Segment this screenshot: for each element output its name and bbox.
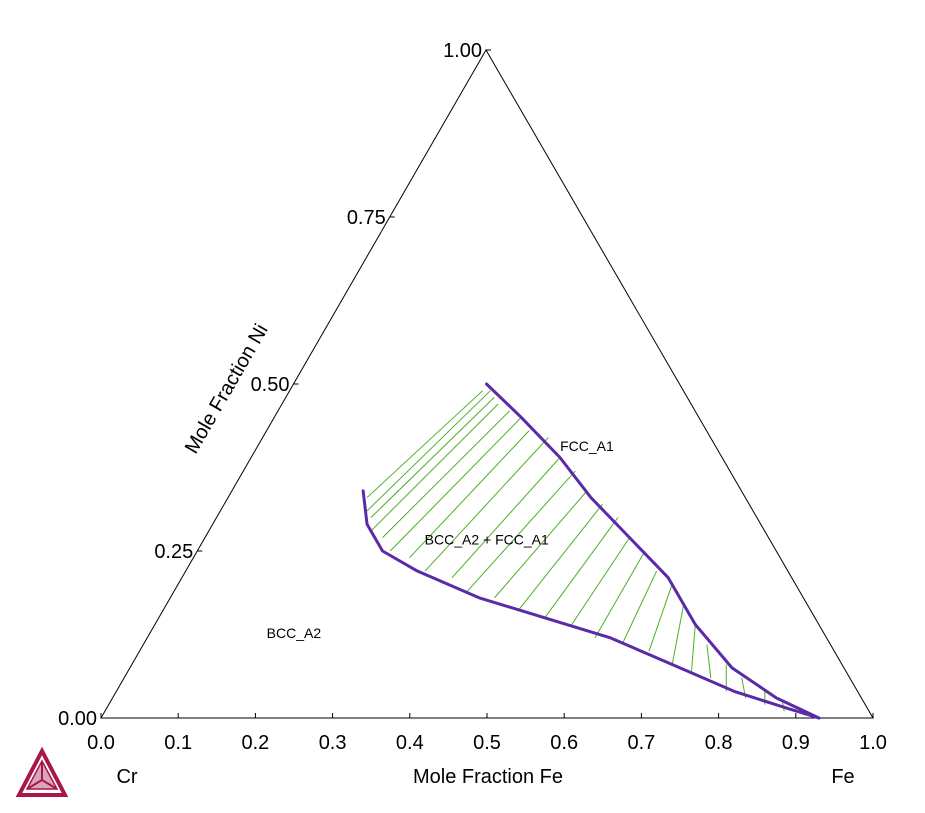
tie-line [544, 517, 619, 619]
region-label: BCC_A2 [267, 625, 322, 641]
x-tick-label: 0.3 [319, 732, 347, 754]
corner-label-cr: Cr [116, 766, 137, 788]
x-tick-label: 0.2 [241, 732, 269, 754]
tie-line [467, 470, 576, 592]
tie-line [691, 624, 696, 672]
x-tick-label: 0.0 [87, 732, 115, 754]
tie-line [648, 584, 673, 652]
region-label: BCC_A2 + FCC_A1 [425, 531, 549, 547]
tie-line [382, 410, 511, 538]
tie-line [389, 417, 522, 552]
tie-line [370, 397, 495, 518]
x-tick-label: 0.9 [782, 732, 810, 754]
fcc-boundary-line [485, 382, 821, 720]
tie-line [517, 503, 603, 612]
bcc-boundary-line [361, 489, 821, 720]
x-axis-title: Mole Fraction Fe [413, 766, 563, 788]
region-label: FCC_A1 [560, 438, 614, 454]
tie-lines [366, 390, 806, 716]
tie-line [571, 537, 630, 625]
tie-line [671, 604, 685, 665]
ni-tick-label: 0.00 [58, 708, 97, 730]
tie-line [424, 437, 549, 572]
ni-tick-label: 0.25 [154, 541, 193, 563]
tie-line [366, 390, 491, 512]
tie-line [451, 457, 561, 579]
tie-line [706, 644, 712, 678]
x-tick-label: 0.8 [705, 732, 733, 754]
tie-line [494, 490, 588, 599]
phase-boundaries [361, 382, 821, 720]
x-tick-label: 0.7 [627, 732, 655, 754]
axis-ticks: 0.0 0.1 0.2 0.3 0.4 0.5 0.6 0.7 0.8 0.9 1.0 0.00 0.2… [58, 40, 887, 754]
ni-tick-label: 0.75 [347, 207, 386, 229]
ni-tick-label: 1.00 [443, 40, 482, 62]
tie-line [594, 550, 646, 639]
tie-line [370, 403, 499, 532]
x-tick-label: 0.1 [164, 732, 192, 754]
tie-line [409, 430, 530, 559]
thermo-calc-logo-icon [15, 746, 69, 797]
corner-label-fe: Fe [831, 766, 854, 788]
x-tick-label: 0.5 [473, 732, 501, 754]
tie-line [621, 570, 658, 645]
ni-tick-label: 0.50 [251, 374, 290, 396]
x-tick-label: 0.4 [396, 732, 424, 754]
tie-line [366, 390, 483, 498]
region-labels: FCC_A1 BCC_A2 + FCC_A1 BCC_A2 [267, 438, 614, 641]
x-tick-label: 0.6 [550, 732, 578, 754]
x-tick-label: 1.0 [859, 732, 887, 754]
